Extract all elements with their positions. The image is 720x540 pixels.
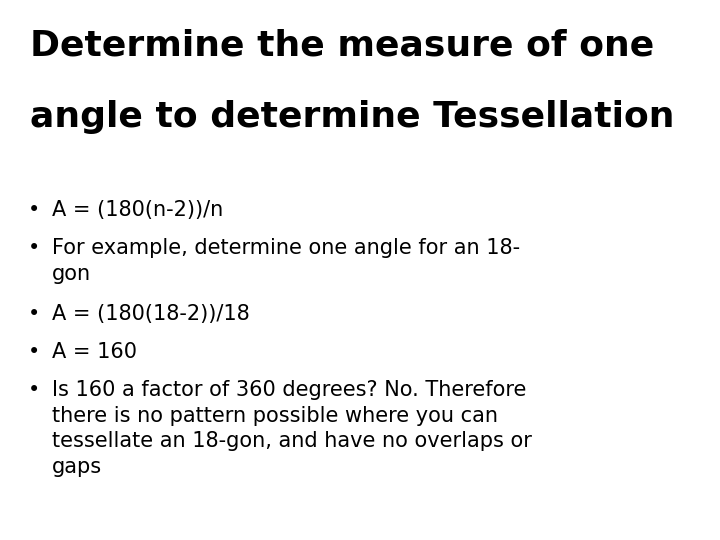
Text: A = 160: A = 160 xyxy=(52,342,137,362)
Text: •: • xyxy=(28,342,40,362)
Text: A = (180(18-2))/18: A = (180(18-2))/18 xyxy=(52,304,250,324)
Text: •: • xyxy=(28,200,40,220)
Text: angle to determine Tessellation: angle to determine Tessellation xyxy=(30,100,675,134)
Text: A = (180(n-2))/n: A = (180(n-2))/n xyxy=(52,200,223,220)
Text: •: • xyxy=(28,304,40,324)
Text: •: • xyxy=(28,380,40,400)
Text: Is 160 a factor of 360 degrees? No. Therefore
there is no pattern possible where: Is 160 a factor of 360 degrees? No. Ther… xyxy=(52,380,532,477)
Text: •: • xyxy=(28,238,40,258)
Text: For example, determine one angle for an 18-
gon: For example, determine one angle for an … xyxy=(52,238,520,284)
Text: Determine the measure of one: Determine the measure of one xyxy=(30,28,654,62)
